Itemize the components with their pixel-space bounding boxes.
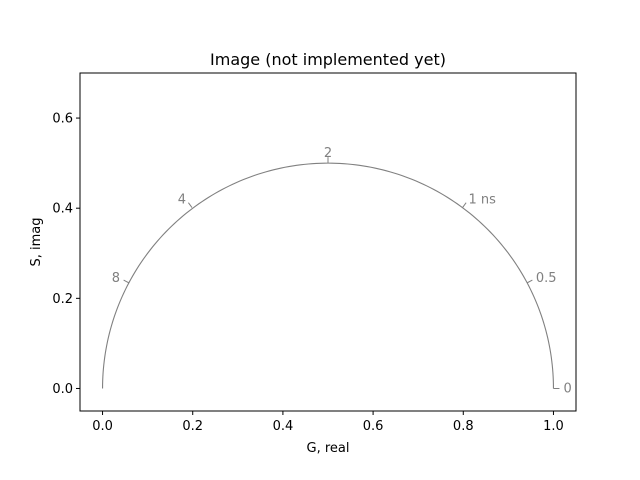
y-tick-label: 0.2 bbox=[52, 292, 73, 307]
lifetime-tick bbox=[123, 279, 130, 284]
chart-title: Image (not implemented yet) bbox=[210, 50, 446, 69]
y-tick-label: 0.4 bbox=[52, 202, 73, 217]
lifetime-label: 4 bbox=[178, 193, 186, 208]
y-axis: 0.0 0.2 0.4 0.6 bbox=[52, 112, 80, 397]
x-tick-label: 0.8 bbox=[453, 419, 474, 434]
x-tick-label: 0.6 bbox=[363, 419, 384, 434]
y-axis-label: S, imag bbox=[29, 217, 44, 266]
x-tick-label: 1.0 bbox=[543, 419, 564, 434]
lifetime-label: 0 bbox=[563, 381, 571, 396]
x-axis: 0.0 0.2 0.4 0.6 0.8 1.0 bbox=[92, 411, 564, 434]
lifetime-label: 0.5 bbox=[536, 271, 557, 286]
x-tick-label: 0.2 bbox=[182, 419, 203, 434]
x-tick-label: 0.4 bbox=[273, 419, 294, 434]
y-tick-label: 0.6 bbox=[52, 112, 73, 127]
x-axis-label: G, real bbox=[307, 441, 350, 456]
lifetime-tick bbox=[188, 202, 193, 208]
axes-frame bbox=[79, 72, 577, 412]
lifetime-label: 1 ns bbox=[469, 193, 497, 208]
lifetime-tick bbox=[526, 279, 533, 284]
lifetime-label: 2 bbox=[324, 146, 332, 161]
y-tick-label: 0.0 bbox=[52, 382, 73, 397]
plot-area: 0 0.5 1 ns 2 4 8 bbox=[102, 146, 572, 396]
x-tick-label: 0.0 bbox=[92, 419, 113, 434]
lifetime-tick bbox=[462, 202, 467, 208]
lifetime-label: 8 bbox=[112, 271, 120, 286]
